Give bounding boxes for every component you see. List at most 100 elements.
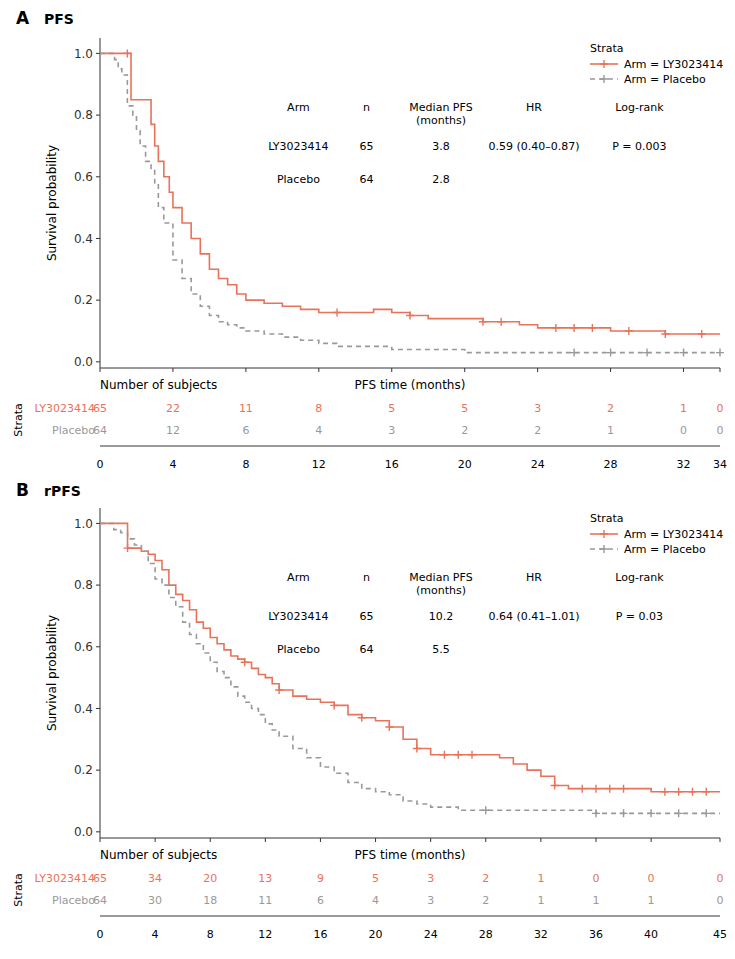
y-tick [96, 176, 100, 177]
panel-label: A [16, 8, 30, 28]
x-tick [320, 838, 321, 842]
survival-curve [100, 53, 720, 352]
title: rPFS [44, 483, 81, 499]
time-label: 4 [169, 458, 176, 471]
x-axis-label: PFS time (months) [355, 848, 466, 862]
at-risk-count: 64 [93, 424, 107, 437]
stats-cell: Placebo [277, 173, 320, 186]
stats-cell: Placebo [277, 643, 320, 656]
at-risk-count: 1 [537, 872, 544, 885]
at-risk-count: 11 [239, 402, 253, 415]
time-label: 24 [424, 928, 438, 941]
stats-header: HR [526, 571, 542, 584]
legend-label: Arm = Placebo [624, 73, 706, 86]
stats-header-line: Median PFS [409, 101, 472, 114]
title: PFS [44, 11, 74, 27]
stats-table: ArmnMedian PFS(months)HRLog-rankLY302341… [268, 101, 666, 187]
x-tick [485, 838, 486, 842]
legend-marker [600, 530, 608, 538]
x-tick [537, 368, 538, 372]
survival-curve [100, 523, 720, 791]
censor-mark [358, 714, 366, 722]
time-label: 36 [589, 928, 603, 941]
censor-mark [479, 318, 487, 326]
stats-header: Arm [287, 101, 310, 114]
censor-mark [552, 324, 560, 332]
legend: StrataArm = LY3023414Arm = Placebo [590, 42, 723, 86]
censor-mark [592, 809, 600, 817]
censor-mark [275, 686, 283, 694]
censor-mark [675, 809, 683, 817]
risk-row-label: Placebo [52, 424, 95, 437]
censor-mark [592, 785, 600, 793]
censor-mark [625, 327, 633, 335]
stats-header-line: n [363, 571, 370, 584]
x-tick [245, 368, 246, 372]
y-tick-label: 0.4 [74, 232, 93, 246]
censor-mark [606, 785, 614, 793]
censor-mark [620, 809, 628, 817]
survival-curve [100, 523, 720, 813]
censor-mark [588, 324, 596, 332]
censor-mark [675, 788, 683, 796]
stats-cell: 65 [360, 140, 374, 153]
y-tick [96, 238, 100, 239]
risk-row-label: LY3023414 [35, 872, 95, 885]
y-tick-label: 0.8 [74, 108, 93, 122]
stats-cell: 5.5 [432, 643, 450, 656]
censor-mark [385, 723, 393, 731]
stats-header: n [363, 101, 370, 114]
time-label: 24 [531, 458, 545, 471]
y-tick-label: 0.6 [74, 170, 93, 184]
at-risk-count: 1 [680, 402, 687, 415]
lines [100, 53, 720, 352]
x-tick [720, 838, 721, 842]
y-axis-label: Survival probability [45, 145, 59, 261]
censor-mark [123, 49, 131, 57]
at-risk-count: 30 [148, 894, 162, 907]
at-risk-count: 2 [482, 872, 489, 885]
y-tick [96, 300, 100, 301]
at-risk-count: 1 [607, 424, 614, 437]
legend: StrataArm = LY3023414Arm = Placebo [590, 512, 723, 556]
y-tick [96, 831, 100, 832]
x-tick [172, 368, 173, 372]
x-tick [265, 838, 266, 842]
censor-mark [330, 701, 338, 709]
at-risk-count: 0 [717, 402, 724, 415]
x-tick [100, 838, 101, 842]
time-label: 28 [604, 458, 618, 471]
time-label: 32 [677, 458, 691, 471]
stats-header-line: (months) [416, 114, 466, 127]
time-label: 12 [312, 458, 326, 471]
stats-header: Log-rank [615, 101, 664, 114]
y-tick-label: 0.2 [74, 293, 93, 307]
at-risk-count: 1 [648, 894, 655, 907]
stats-header-line: Log-rank [615, 101, 664, 114]
censor-mark [570, 349, 578, 357]
censor-mark [578, 785, 586, 793]
at-risk-count: 18 [203, 894, 217, 907]
censor-mark [468, 751, 476, 759]
stats-header-line: Arm [287, 101, 310, 114]
time-label: 32 [534, 928, 548, 941]
at-risk-count: 0 [717, 894, 724, 907]
censor-mark [440, 751, 448, 759]
at-risk-count: 0 [717, 424, 724, 437]
stats-header: Log-rank [615, 571, 664, 584]
censor-mark [698, 330, 706, 338]
x-tick [391, 368, 392, 372]
y-tick [96, 53, 100, 54]
at-risk-count: 3 [427, 872, 434, 885]
y-axis-label: Survival probability [45, 615, 59, 731]
x-tick [100, 368, 101, 372]
risk-table: Number of subjectsPFS time (months)Strat… [12, 848, 727, 941]
stats-header-line: HR [526, 571, 542, 584]
at-risk-count: 11 [258, 894, 272, 907]
at-risk-count: 0 [648, 872, 655, 885]
x-axis-line [100, 838, 720, 839]
censor-mark [454, 751, 462, 759]
stats-cell: P = 0.03 [616, 610, 663, 623]
risk-row-label: Placebo [52, 894, 95, 907]
censor-mark [607, 349, 615, 357]
